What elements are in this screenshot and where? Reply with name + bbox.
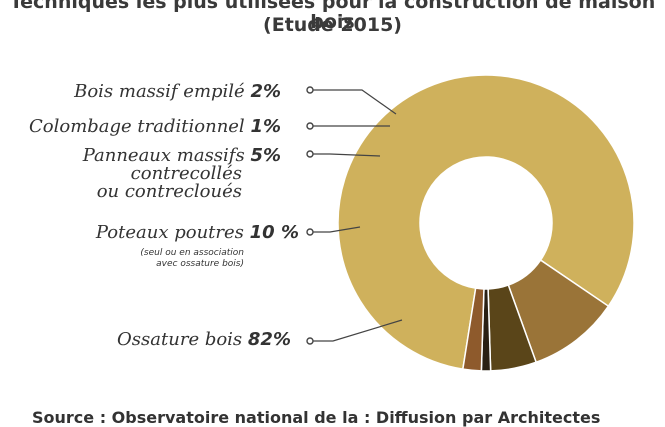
value-colombage-traditionnel: 1% [250, 116, 281, 137]
label-colombage-traditionnel: Colombage traditionnel 1% [29, 116, 281, 137]
leader-colombage-traditionnel [306, 122, 390, 130]
value-ossature-bois: 82% [247, 329, 291, 350]
slice-bois-massif-empile [461, 287, 485, 372]
source-note: Source : Observatoire national de la : D… [32, 408, 601, 427]
label-bois-massif-empile: Bois massif empilé 2% [74, 81, 281, 102]
slice-ossature-bois [337, 74, 635, 371]
label-panneaux-line3: ou contrecloués [96, 181, 242, 202]
label-poteaux-poutres: Poteaux poutres 10 % [95, 222, 299, 243]
chart-subtitle: (Etude 2015) [263, 14, 402, 36]
note-poteaux-line1: (seul ou en association [140, 248, 244, 258]
label-panneaux-massifs: Panneaux massifs 5% [82, 145, 281, 166]
value-bois-massif-empile: 2% [250, 81, 281, 102]
note-poteaux-line2: avec ossature bois) [156, 259, 244, 269]
leader-panneaux-massifs [306, 150, 381, 158]
leader-poteaux-poutres [306, 226, 361, 236]
leader-bois-massif-empile [306, 86, 397, 115]
label-ossature-bois: Ossature bois 82% [117, 329, 291, 350]
label-panneaux-line2: contrecollés [130, 163, 242, 184]
chart-title: Techniques les plus utilisées pour la co… [9, 0, 656, 33]
value-poteaux-poutres: 10 % [249, 222, 299, 243]
value-panneaux-massifs: 5% [250, 145, 281, 166]
leader-ossature-bois [306, 319, 403, 345]
